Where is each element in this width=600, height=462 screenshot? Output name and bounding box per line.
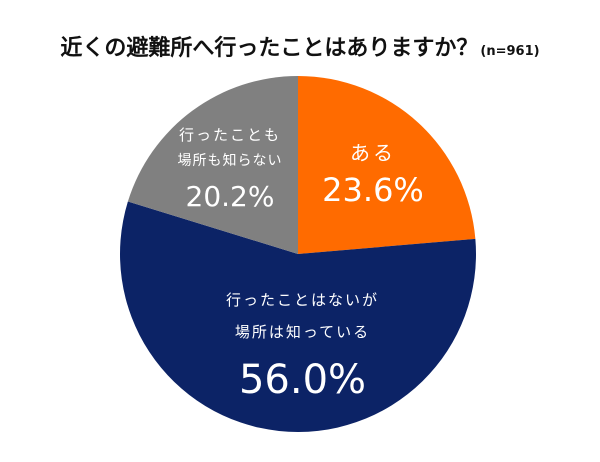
- label-aru-text: ある: [350, 141, 396, 165]
- label-unknown-pct: 20.2%: [185, 180, 275, 213]
- label-unknown-line2: 場所も知らない: [177, 153, 283, 169]
- label-aru-pct: 23.6%: [322, 171, 424, 209]
- slice-known: [120, 201, 477, 432]
- chart-title-main: 近くの避難所へ行ったことはありますか？: [60, 36, 479, 61]
- label-known-line2: 場所は知っている: [234, 323, 371, 341]
- label-known-line1: 行ったことはないが: [225, 291, 379, 309]
- slice-unknown: [127, 76, 299, 254]
- label-unknown-line1: 行ったことも: [178, 126, 281, 144]
- label-known: 行ったことはないが 場所は知っている 56.0%: [190, 283, 415, 405]
- label-unknown: 行ったことも 場所も知らない 20.2%: [172, 122, 288, 216]
- label-known-pct: 56.0%: [238, 357, 367, 403]
- chart-title: 近くの避難所へ行ったことはありますか？ (n=961): [0, 30, 600, 62]
- sample-size: (n=961): [480, 44, 540, 59]
- label-aru: ある 23.6%: [318, 140, 428, 214]
- slice-aru: [298, 76, 476, 254]
